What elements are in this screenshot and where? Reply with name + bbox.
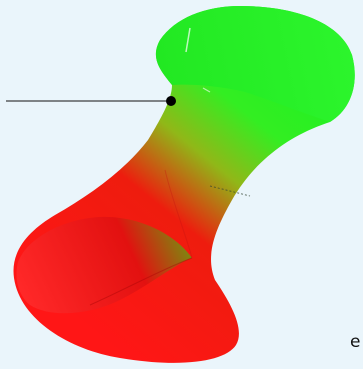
dashed-streak	[209, 185, 251, 197]
surface-ruling-line	[164, 169, 193, 259]
highlight-streak	[202, 87, 211, 93]
inner-opening	[16, 216, 192, 314]
highlight-streak	[185, 27, 191, 53]
cropped-label-fragment: e	[350, 332, 361, 352]
surface-ruling-line	[89, 257, 193, 306]
top-rim	[155, 6, 355, 122]
marked-point	[166, 96, 176, 106]
